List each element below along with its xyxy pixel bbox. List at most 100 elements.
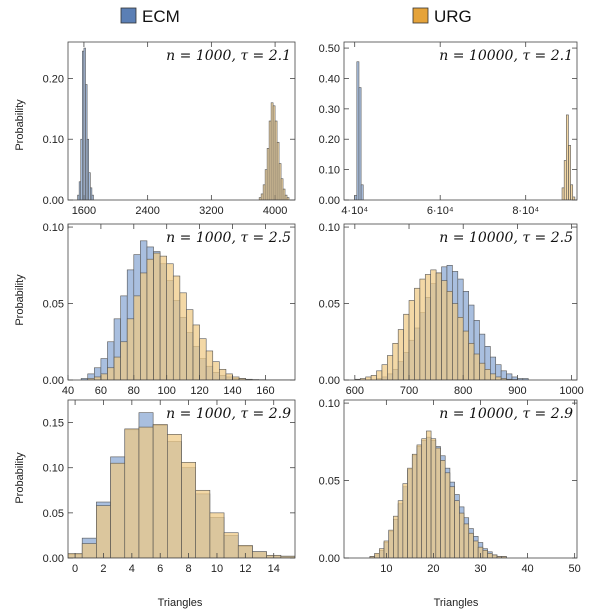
y-tick-label: 0.05 <box>43 508 64 520</box>
x-tick-label: 60 <box>95 385 107 397</box>
y-tick-label: 0.20 <box>43 73 64 85</box>
urg-bar <box>495 376 502 380</box>
y-tick-label: 0.30 <box>319 104 340 116</box>
legend-swatch-urg <box>412 7 429 24</box>
urg-bar <box>397 329 404 380</box>
x-tick-label: 2400 <box>135 205 159 217</box>
urg-bar <box>402 483 408 558</box>
urg-bar <box>414 287 421 380</box>
panel-title: n = 1000, τ = 2.1 <box>166 48 291 64</box>
panel-title: n = 1000, τ = 2.9 <box>166 406 291 422</box>
y-tick-label: 0.40 <box>319 73 340 85</box>
urg-bar <box>403 313 410 380</box>
urg-bar <box>110 462 126 558</box>
x-tick-label: 14 <box>268 563 280 575</box>
urg-bar <box>370 375 377 380</box>
urg-bar <box>449 486 455 558</box>
legend-swatch-ecm <box>120 7 137 24</box>
urg-bar <box>392 342 399 380</box>
x-axis-label-left: Triangles <box>158 597 203 609</box>
urg-bar <box>138 426 154 558</box>
x-tick-label: 40 <box>521 563 533 575</box>
urg-bar <box>491 554 498 558</box>
panel-title: n = 10000, τ = 2.5 <box>439 230 573 246</box>
y-tick-label: 0.10 <box>319 222 340 234</box>
urg-bar <box>479 362 486 380</box>
y-tick-label: 0.05 <box>43 299 64 311</box>
x-tick-label: 160 <box>256 385 274 397</box>
urg-bar <box>440 460 446 558</box>
y-tick-label: 0.10 <box>319 398 340 410</box>
panel-1: 0.00 0.10 0.20 1600 2400 3200 4000 n = 1000, τ … <box>43 41 296 217</box>
panel-frame <box>67 223 296 381</box>
urg-bar <box>365 376 372 380</box>
y-tick-label: 0.10 <box>43 463 64 475</box>
urg-bar <box>430 269 437 380</box>
y-tick-label: 0.00 <box>319 195 340 207</box>
urg-bar <box>424 274 431 380</box>
urg-bar <box>153 252 161 380</box>
x-tick-label: 120 <box>190 385 208 397</box>
urg-bar <box>411 453 418 558</box>
x-tick-label: 40 <box>62 385 74 397</box>
x-tick-label: 900 <box>508 385 526 397</box>
urg-bar <box>561 187 565 200</box>
y-tick-label: 0.10 <box>319 165 340 177</box>
urg-bar <box>416 444 422 558</box>
urg-bar <box>120 341 128 380</box>
urg-bar <box>376 370 383 380</box>
urg-bar <box>446 290 453 380</box>
x-tick-label: 800 <box>454 385 472 397</box>
panel-frame <box>343 41 578 201</box>
urg-bar <box>408 300 415 380</box>
urg-bar <box>459 512 465 558</box>
urg-bar <box>487 553 493 558</box>
panel-3: 0.00 0.05 0.10 40 60 80 100 120 140 160 n = 1000, … <box>43 222 296 397</box>
y-tick-label: 0.05 <box>319 476 340 488</box>
urg-bar <box>426 430 432 558</box>
y-tick-label: 0.15 <box>43 418 64 430</box>
urg-bar <box>96 505 111 558</box>
urg-bar <box>379 548 385 558</box>
bars <box>369 430 507 558</box>
y-tick-label: 0.00 <box>319 375 340 387</box>
panel-frame <box>343 399 578 559</box>
urg-bar <box>468 342 475 380</box>
y-tick-label: 0.20 <box>319 134 340 146</box>
urg-bar <box>186 309 194 380</box>
legend-item-ecm: ECM <box>120 7 180 26</box>
urg-bar <box>232 376 240 380</box>
x-tick-label: 3200 <box>199 205 223 217</box>
x-tick-label: 1000 <box>559 385 583 397</box>
x-tick-label: 30 <box>474 563 486 575</box>
y-axis-label-row3: Probability <box>14 452 26 504</box>
x-tick-label: 6·10⁴ <box>427 205 454 217</box>
ecm-bar <box>360 184 364 200</box>
urg-bar <box>374 553 380 558</box>
urg-bar <box>381 364 388 380</box>
x-tick-label: 8·10⁴ <box>512 205 539 217</box>
urg-bar <box>570 184 574 200</box>
panel-frame <box>67 41 296 201</box>
x-tick-label: 6 <box>157 563 163 575</box>
urg-bar <box>192 324 200 380</box>
urg-bar <box>462 330 469 380</box>
urg-bar <box>473 353 480 380</box>
y-tick-label: 0.10 <box>43 222 64 234</box>
y-tick-label: 0.00 <box>43 375 64 387</box>
ecm-bar <box>356 61 360 200</box>
y-tick-label: 0.10 <box>43 134 64 146</box>
x-tick-label: 10 <box>380 563 392 575</box>
urg-bar <box>421 438 427 558</box>
panel-title: n = 10000, τ = 2.9 <box>439 406 573 422</box>
urg-bar <box>397 500 404 558</box>
urg-bar <box>457 316 464 380</box>
urg-bar <box>388 529 394 558</box>
urg-bar <box>407 467 413 558</box>
panel-4: 0.00 0.05 0.10 600 700 800 900 1000 n = 10000, τ… <box>319 222 584 397</box>
urg-bar <box>473 540 479 558</box>
urg-bar <box>435 272 442 380</box>
y-tick-label: 0.00 <box>43 553 64 565</box>
